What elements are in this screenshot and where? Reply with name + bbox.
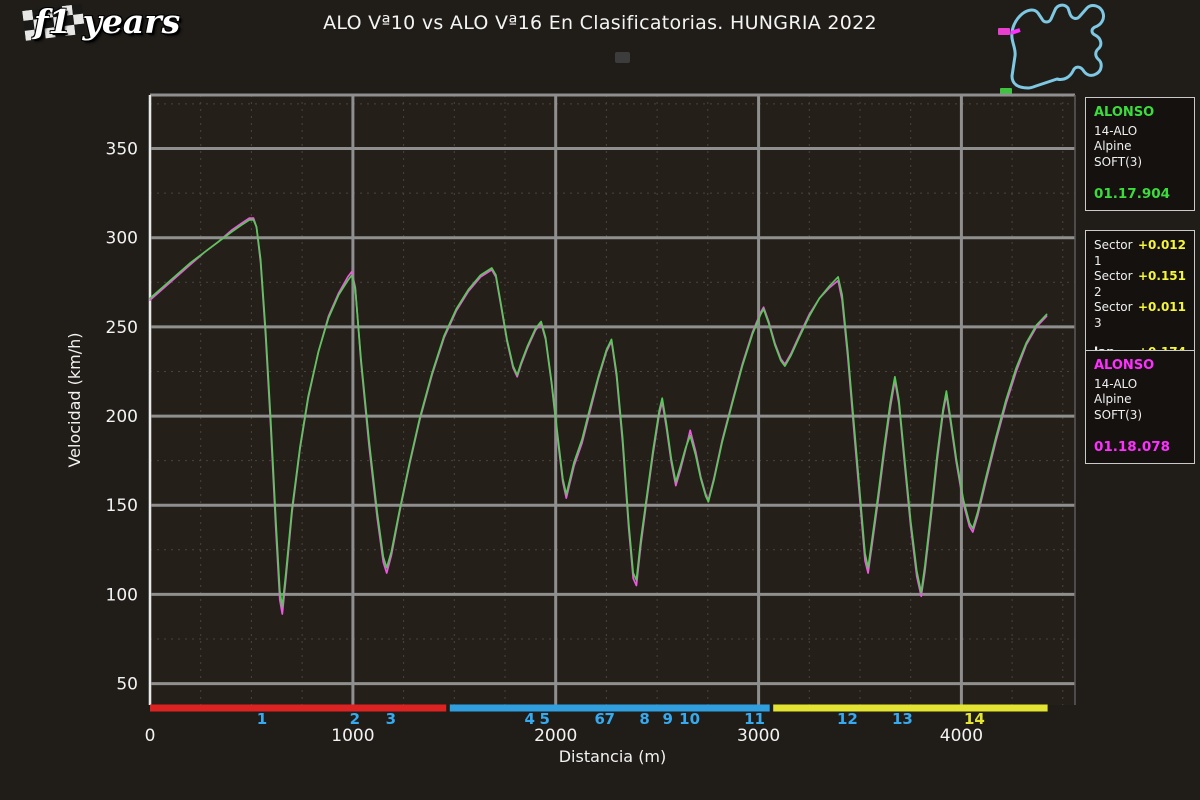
driver2-laptime: 01.18.078 xyxy=(1094,438,1171,455)
track-outline xyxy=(1010,3,1105,90)
y-tick-label: 300 xyxy=(106,229,138,249)
driver2-panel: ALONSO 14-ALO Alpine SOFT(3) 01.18.078 xyxy=(1085,350,1195,465)
y-tick-label: 200 xyxy=(106,407,138,427)
checkered-flag-icon xyxy=(22,3,86,41)
turn-label-9: 9 xyxy=(662,710,672,728)
turn-label-2: 2 xyxy=(350,710,360,728)
plot-area xyxy=(150,95,1075,705)
sector-deltas-panel: Sector 1 +0.012 Sector 2 +0.151 Sector 3… xyxy=(1085,230,1195,369)
sector1-delta-row: Sector 1 +0.012 xyxy=(1094,238,1186,269)
sector2-delta: +0.151 xyxy=(1137,269,1186,284)
start-finish-marker xyxy=(1010,28,1021,35)
turn-label-14: 14 xyxy=(964,710,985,728)
driver2-team: Alpine xyxy=(1094,392,1132,407)
turn-label-13: 13 xyxy=(892,710,913,728)
sector1-delta: +0.012 xyxy=(1137,238,1186,252)
x-tick-label: 4000 xyxy=(940,726,983,746)
track-map xyxy=(998,3,1105,95)
x-tick-label: 0 xyxy=(145,726,156,746)
sector2-label: Sector 2 xyxy=(1094,269,1133,299)
y-tick-label: 50 xyxy=(116,675,138,695)
sector1-label: Sector 1 xyxy=(1094,238,1133,268)
driver2-name: ALONSO xyxy=(1094,358,1155,373)
turn-label-8: 8 xyxy=(639,710,649,728)
sector3-delta-row: Sector 3 +0.011 xyxy=(1094,300,1186,331)
driver1-tyre: SOFT(3) xyxy=(1094,155,1143,170)
marker-chip-green xyxy=(1000,88,1012,95)
turn-label-11: 11 xyxy=(744,710,765,728)
driver2-tyre: SOFT(3) xyxy=(1094,408,1143,423)
sector3-delta: +0.011 xyxy=(1137,300,1186,315)
driver1-team: Alpine xyxy=(1094,139,1132,154)
x-tick-label: 2000 xyxy=(534,726,577,746)
driver1-name: ALONSO xyxy=(1094,105,1155,120)
logo-text: f1 years xyxy=(34,2,181,41)
driver2-number: 14-ALO xyxy=(1094,376,1138,391)
y-tick-label: 100 xyxy=(106,585,138,605)
driver1-panel: ALONSO 14-ALO Alpine SOFT(3) 01.17.904 xyxy=(1085,97,1195,212)
x-tick-label: 1000 xyxy=(331,726,374,746)
driver1-number: 14-ALO xyxy=(1094,123,1138,138)
x-axis-label: Distancia (m) xyxy=(559,747,667,766)
legend-artifact xyxy=(615,52,630,63)
marker-chip-magenta xyxy=(998,28,1010,35)
turn-label-3: 3 xyxy=(386,710,396,728)
turn-label-12: 12 xyxy=(837,710,858,728)
turn-label-10: 10 xyxy=(679,710,700,728)
sector2-delta-row: Sector 2 +0.151 xyxy=(1094,269,1186,300)
sector3-label: Sector 3 xyxy=(1094,300,1133,330)
turn-label-1: 1 xyxy=(257,710,267,728)
x-tick-label: 3000 xyxy=(737,726,780,746)
series-line-0 xyxy=(149,219,1048,608)
driver1-laptime: 01.17.904 xyxy=(1094,185,1171,202)
turn-label-6: 6 xyxy=(594,710,604,728)
turn-label-7: 7 xyxy=(604,710,614,728)
y-tick-label: 350 xyxy=(106,140,138,160)
turn-label-4: 4 xyxy=(524,710,534,728)
page-title: ALO Vª10 vs ALO Vª16 En Clasificatorias.… xyxy=(323,12,877,34)
y-tick-label: 150 xyxy=(106,496,138,516)
turn-label-5: 5 xyxy=(539,710,549,728)
y-axis-label: Velocidad (km/h) xyxy=(65,332,84,467)
f1years-logo: f1 years xyxy=(22,0,214,52)
y-tick-label: 250 xyxy=(106,318,138,338)
